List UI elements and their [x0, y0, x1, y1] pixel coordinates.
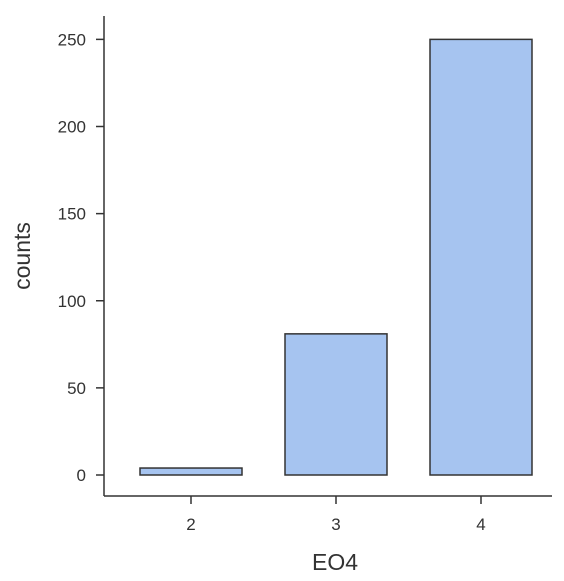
- bar-2: [139, 467, 243, 476]
- y-ticks: 0 50 100 150 200 250: [58, 30, 104, 485]
- y-axis-title: counts: [9, 222, 35, 290]
- y-tick-label: 150: [58, 205, 86, 224]
- x-tick-label: 2: [186, 515, 195, 534]
- y-tick-label: 200: [58, 118, 86, 137]
- y-tick-label: 100: [58, 292, 86, 311]
- x-tick-label: 4: [476, 515, 485, 534]
- axes-layer: [103, 16, 552, 497]
- bar-4: [429, 38, 533, 476]
- x-axis-title: EO4: [312, 549, 358, 575]
- y-tick-label: 250: [58, 30, 86, 49]
- bar-3: [284, 333, 388, 476]
- y-tick-label: 50: [67, 379, 86, 398]
- bars-layer: [139, 38, 533, 476]
- x-ticks: 2 3 4: [186, 496, 486, 534]
- y-tick-label: 0: [77, 466, 86, 485]
- x-tick-label: 3: [331, 515, 340, 534]
